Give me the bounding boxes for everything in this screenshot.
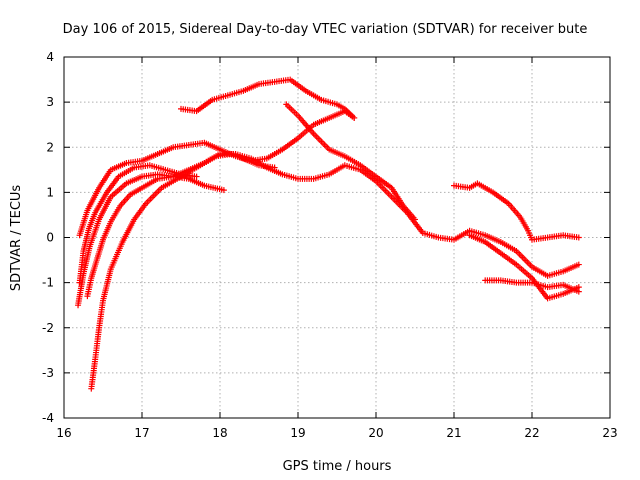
x-tick-label: 23: [602, 426, 617, 440]
y-tick-label: 2: [46, 140, 54, 154]
series-track-j: [482, 277, 582, 295]
x-tick-label: 19: [290, 426, 305, 440]
y-tick-label: -2: [42, 321, 54, 335]
x-tick-label: 18: [212, 426, 227, 440]
series-track-h: [451, 180, 582, 243]
chart-title: Day 106 of 2015, Sidereal Day-to-day VTE…: [63, 22, 588, 37]
y-tick-label: 3: [46, 95, 54, 109]
x-tick-label: 22: [524, 426, 539, 440]
y-tick-label: -4: [42, 411, 54, 425]
y-axis-label: SDTVAR / TECUs: [9, 185, 24, 292]
data-point-marker: [412, 216, 418, 223]
y-tick-label: 0: [46, 231, 54, 245]
series-track-i: [466, 232, 582, 302]
series-track-f: [178, 76, 358, 121]
x-tick-label: 16: [56, 426, 71, 440]
data-markers: [75, 76, 582, 392]
series-track-e: [84, 151, 582, 300]
data-point-marker: [575, 234, 582, 241]
x-tick-label: 21: [446, 426, 461, 440]
data-point-marker: [575, 288, 582, 295]
series-track-g: [283, 101, 418, 223]
series-track-a: [75, 171, 227, 309]
x-tick-label: 20: [368, 426, 383, 440]
series-track-b: [88, 151, 278, 392]
y-tick-label: -3: [42, 366, 54, 380]
y-tick-label: 4: [46, 50, 54, 64]
data-point-marker: [193, 173, 200, 180]
y-tick-label: 1: [46, 185, 54, 199]
series-track-d: [76, 108, 358, 239]
x-axis-label: GPS time / hours: [283, 459, 392, 474]
data-point-marker: [351, 114, 358, 121]
data-point-marker: [575, 261, 582, 268]
data-point-marker: [220, 187, 227, 194]
x-tick-label: 17: [134, 426, 149, 440]
y-tick-label: -1: [42, 276, 54, 290]
